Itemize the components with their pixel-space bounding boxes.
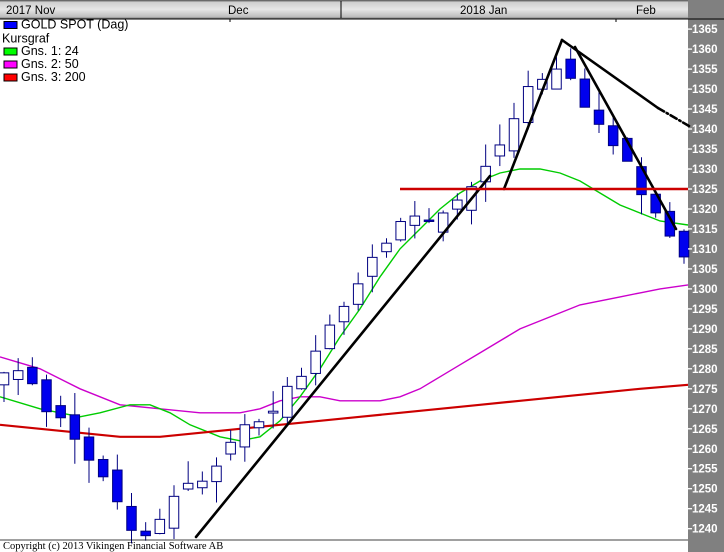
svg-text:1270: 1270	[692, 404, 718, 416]
svg-text:1260: 1260	[692, 444, 718, 456]
svg-text:1285: 1285	[692, 344, 718, 356]
svg-text:1295: 1295	[692, 304, 718, 316]
svg-text:1325: 1325	[692, 184, 718, 196]
svg-text:Copyright (c) 2013 Vikingen Fi: Copyright (c) 2013 Vikingen Financial So…	[3, 541, 223, 552]
svg-text:1300: 1300	[692, 284, 718, 296]
svg-text:2018 Jan: 2018 Jan	[460, 5, 507, 17]
svg-text:1255: 1255	[692, 464, 718, 476]
svg-text:1355: 1355	[692, 64, 718, 76]
svg-text:1240: 1240	[692, 524, 718, 536]
svg-text:1245: 1245	[692, 504, 718, 516]
svg-text:Gns. 2: 50: Gns. 2: 50	[21, 57, 79, 71]
svg-text:1360: 1360	[692, 44, 718, 56]
svg-text:1340: 1340	[692, 124, 718, 136]
svg-text:1350: 1350	[692, 84, 718, 96]
svg-text:1335: 1335	[692, 144, 718, 156]
svg-text:1275: 1275	[692, 384, 718, 396]
svg-text:Feb: Feb	[636, 5, 656, 17]
svg-text:1280: 1280	[692, 364, 718, 376]
svg-text:1305: 1305	[692, 264, 718, 276]
svg-text:GOLD SPOT (Dag): GOLD SPOT (Dag)	[21, 18, 128, 32]
svg-text:1290: 1290	[692, 324, 718, 336]
svg-text:1310: 1310	[692, 244, 718, 256]
svg-text:Gns. 1: 24: Gns. 1: 24	[21, 44, 79, 58]
svg-text:1250: 1250	[692, 484, 718, 496]
svg-text:1330: 1330	[692, 164, 718, 176]
svg-text:1320: 1320	[692, 204, 718, 216]
svg-text:2017 Nov: 2017 Nov	[6, 5, 55, 17]
svg-text:1345: 1345	[692, 104, 718, 116]
svg-text:1315: 1315	[692, 224, 718, 236]
svg-text:Dec: Dec	[228, 5, 249, 17]
svg-text:Gns. 3: 200: Gns. 3: 200	[21, 70, 86, 84]
svg-text:1365: 1365	[692, 24, 718, 36]
svg-text:1265: 1265	[692, 424, 718, 436]
